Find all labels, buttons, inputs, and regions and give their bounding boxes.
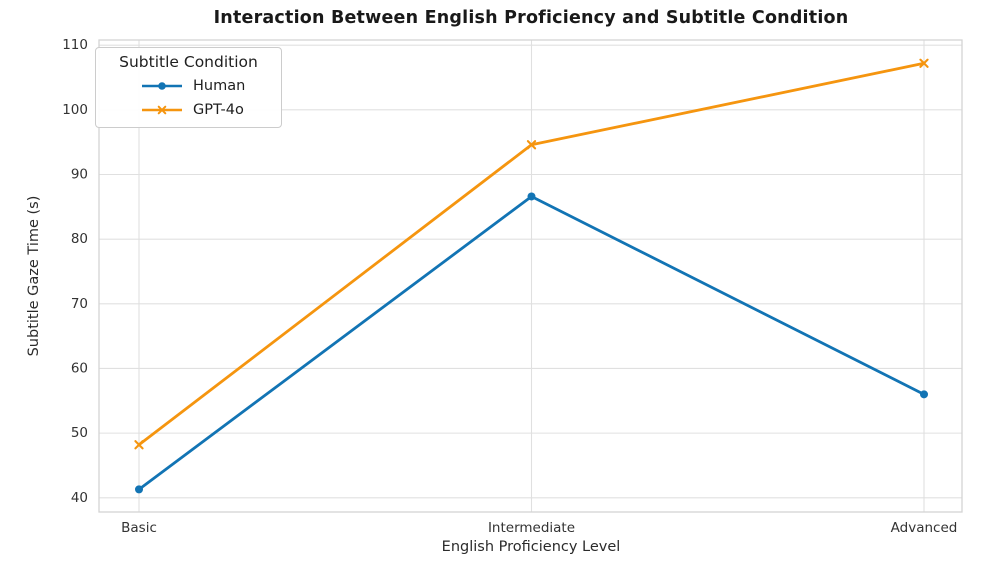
y-tick-label: 80 (71, 231, 88, 247)
chart-title: Interaction Between English Proficiency … (213, 8, 849, 28)
data-point-circle (135, 485, 143, 494)
x-axis-label: English Proficiency Level (441, 539, 621, 555)
y-tick-label: 100 (62, 102, 88, 118)
x-tick-label: Intermediate (488, 520, 575, 536)
data-point-x (919, 58, 929, 68)
legend-entry-gpt4o: GPT-4o (96, 98, 281, 122)
y-tick-label: 90 (71, 166, 88, 182)
legend: Subtitle Condition Human GPT-4o (95, 47, 282, 128)
data-point-circle (920, 390, 928, 399)
y-tick-label: 70 (71, 296, 88, 312)
legend-entry-human: Human (96, 74, 281, 98)
legend-swatch-human-line-circle-icon (142, 82, 182, 90)
data-point-circle (527, 192, 536, 201)
y-tick-label: 40 (71, 490, 88, 506)
legend-label-gpt4o: GPT-4o (193, 102, 244, 118)
x-tick-label: Advanced (891, 520, 958, 536)
plot-spines (98, 39, 963, 513)
x-tick-label: Basic (121, 520, 157, 536)
y-axis-label: Subtitle Gaze Time (s) (26, 195, 42, 357)
y-tick-label: 50 (71, 425, 88, 441)
legend-swatch-gpt4o-line-x-icon (142, 105, 182, 115)
y-tick-label: 60 (71, 360, 88, 376)
data-point-x (134, 440, 144, 450)
legend-label-human: Human (193, 78, 246, 94)
legend-title: Subtitle Condition (119, 53, 258, 71)
y-tick-label: 110 (62, 37, 88, 53)
data-point-x (526, 140, 537, 150)
